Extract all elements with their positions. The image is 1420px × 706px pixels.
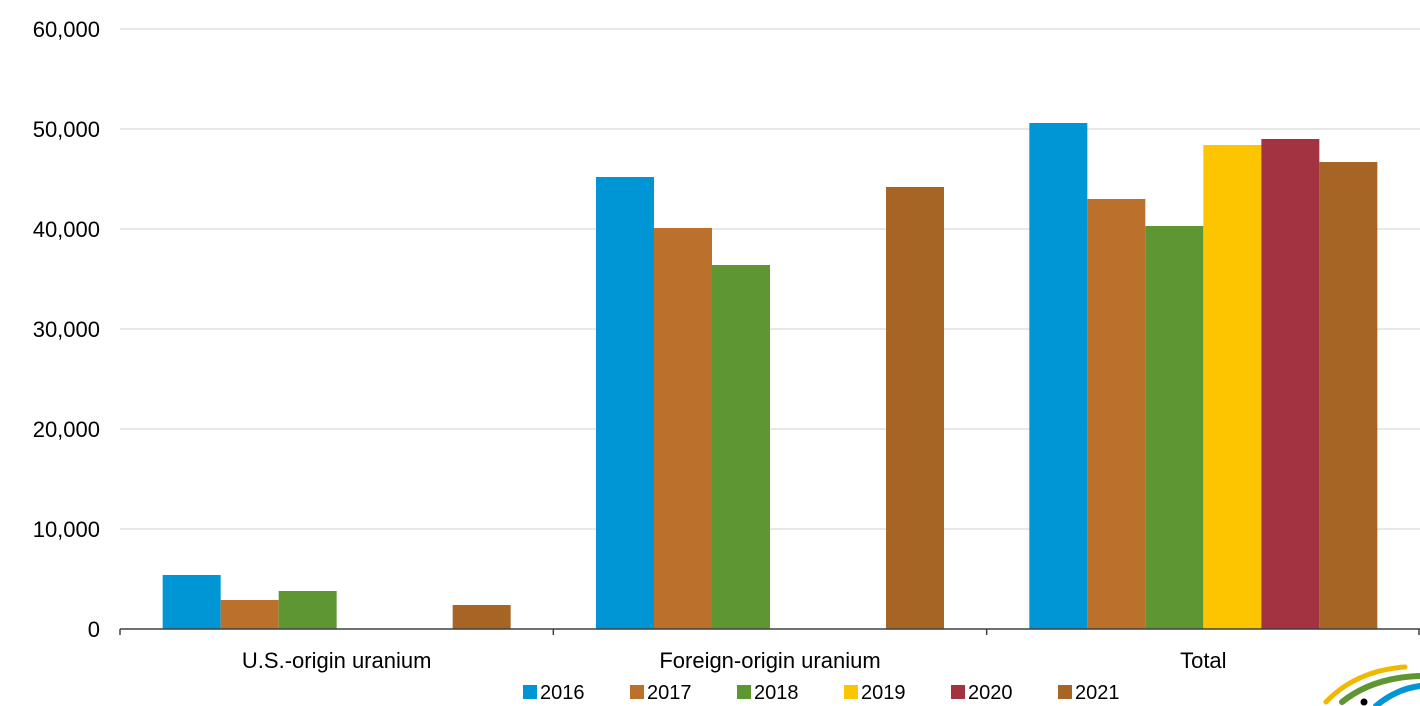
legend-label: 2020 <box>968 682 1013 704</box>
y-tick-label: 50,000 <box>33 117 100 142</box>
legend-swatch <box>737 685 751 699</box>
eia-logo-icon <box>1323 664 1420 706</box>
y-tick-label: 0 <box>88 617 100 642</box>
legend-swatch <box>844 685 858 699</box>
bar-2016-1 <box>596 177 654 629</box>
category-label: U.S.-origin uranium <box>242 648 432 673</box>
category-label: Total <box>1180 648 1226 673</box>
y-tick-label: 20,000 <box>33 417 100 442</box>
bar-2018-0 <box>278 591 337 629</box>
bar-2017-1 <box>654 228 712 629</box>
bar-2020-2 <box>1261 139 1320 629</box>
category-label: Foreign-origin uranium <box>659 648 880 673</box>
legend-item: 2016 <box>523 682 585 704</box>
x-axis <box>119 628 1420 635</box>
legend-label: 2021 <box>1075 682 1120 704</box>
bar-2018-2 <box>1145 226 1204 629</box>
y-tick-label: 30,000 <box>33 317 100 342</box>
bar-2017-2 <box>1087 199 1146 629</box>
legend: 2016 2017 2018 2019 2020 2021 <box>523 682 1120 704</box>
bar-2019-2 <box>1203 145 1262 629</box>
legend-item: 2018 <box>737 682 799 704</box>
legend-swatch <box>523 685 537 699</box>
bars <box>162 123 1378 629</box>
legend-item: 2021 <box>1058 682 1120 704</box>
legend-item: 2020 <box>951 682 1013 704</box>
legend-label: 2017 <box>647 682 692 704</box>
legend-item: 2019 <box>844 682 906 704</box>
y-axis-tick-labels: 0 10,000 20,000 30,000 40,000 50,000 60,000 <box>33 17 100 642</box>
legend-swatch <box>1058 685 1072 699</box>
bar-2021-0 <box>452 605 511 629</box>
y-tick-label: 60,000 <box>33 17 100 42</box>
bar-2021-2 <box>1319 162 1378 629</box>
bar-2018-1 <box>712 265 770 629</box>
legend-label: 2019 <box>861 682 906 704</box>
y-tick-label: 40,000 <box>33 217 100 242</box>
legend-swatch <box>630 685 644 699</box>
bar-2017-0 <box>220 600 279 629</box>
legend-item: 2017 <box>630 682 692 704</box>
bar-2016-2 <box>1029 123 1088 629</box>
x-axis-category-labels: U.S.-origin uranium Foreign-origin uraniu… <box>242 648 1227 673</box>
legend-label: 2016 <box>540 682 585 704</box>
legend-label: 2018 <box>754 682 799 704</box>
bar-2021-1 <box>886 187 944 629</box>
y-tick-label: 10,000 <box>33 517 100 542</box>
legend-swatch <box>951 685 965 699</box>
bar-2016-0 <box>162 575 221 629</box>
